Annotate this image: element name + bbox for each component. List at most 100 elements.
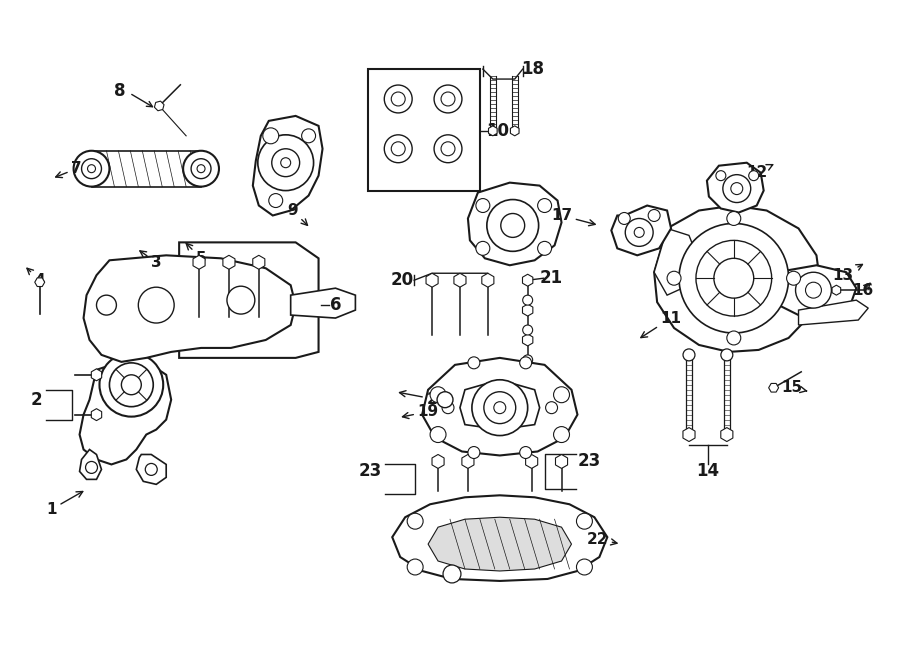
- Polygon shape: [523, 334, 533, 346]
- Circle shape: [472, 380, 527, 436]
- Text: 21: 21: [540, 269, 563, 288]
- Polygon shape: [392, 495, 608, 581]
- Polygon shape: [706, 163, 764, 212]
- Circle shape: [554, 387, 570, 403]
- Polygon shape: [291, 288, 356, 318]
- Text: 8: 8: [113, 82, 125, 100]
- Polygon shape: [136, 455, 166, 485]
- Circle shape: [441, 142, 455, 156]
- Circle shape: [679, 223, 788, 333]
- Circle shape: [787, 271, 800, 285]
- Text: 6: 6: [329, 296, 341, 314]
- Circle shape: [441, 92, 455, 106]
- Circle shape: [407, 559, 423, 575]
- Text: 17: 17: [551, 208, 595, 226]
- Circle shape: [476, 241, 490, 255]
- Polygon shape: [155, 101, 164, 111]
- Circle shape: [82, 159, 102, 178]
- Circle shape: [442, 402, 454, 414]
- Polygon shape: [482, 273, 494, 287]
- Polygon shape: [523, 274, 533, 286]
- Circle shape: [519, 357, 532, 369]
- Circle shape: [100, 353, 163, 416]
- Text: 13: 13: [832, 264, 862, 283]
- Circle shape: [110, 363, 153, 407]
- Circle shape: [468, 357, 480, 369]
- Circle shape: [545, 402, 557, 414]
- Circle shape: [667, 271, 681, 285]
- Polygon shape: [555, 455, 568, 469]
- Circle shape: [384, 85, 412, 113]
- Polygon shape: [432, 455, 444, 469]
- Circle shape: [749, 171, 759, 180]
- Circle shape: [618, 212, 630, 225]
- Circle shape: [806, 282, 822, 298]
- Circle shape: [197, 165, 205, 173]
- Circle shape: [269, 194, 283, 208]
- Polygon shape: [523, 304, 533, 316]
- Text: 16: 16: [852, 283, 874, 297]
- Polygon shape: [91, 408, 102, 420]
- Polygon shape: [654, 206, 821, 352]
- Polygon shape: [454, 273, 466, 287]
- Polygon shape: [611, 206, 671, 255]
- Polygon shape: [253, 116, 322, 215]
- Circle shape: [86, 461, 97, 473]
- Circle shape: [145, 463, 158, 475]
- Polygon shape: [683, 428, 695, 442]
- Polygon shape: [489, 126, 497, 136]
- Circle shape: [257, 135, 313, 190]
- Text: 4: 4: [27, 268, 45, 288]
- Polygon shape: [721, 428, 733, 442]
- Circle shape: [537, 241, 552, 255]
- Circle shape: [263, 128, 279, 144]
- Text: 21: 21: [400, 391, 447, 407]
- Text: 23: 23: [359, 463, 382, 481]
- Polygon shape: [422, 358, 578, 455]
- Circle shape: [723, 175, 751, 202]
- Circle shape: [714, 258, 753, 298]
- Polygon shape: [84, 255, 296, 362]
- Circle shape: [731, 182, 742, 194]
- Text: 19: 19: [402, 404, 438, 419]
- Text: 14: 14: [697, 463, 719, 481]
- Circle shape: [577, 513, 592, 529]
- Polygon shape: [769, 265, 856, 315]
- Circle shape: [626, 219, 653, 247]
- Circle shape: [476, 198, 490, 212]
- Text: 20: 20: [391, 271, 414, 290]
- Circle shape: [468, 447, 480, 459]
- Text: 15: 15: [781, 380, 806, 395]
- Circle shape: [683, 349, 695, 361]
- Text: 12: 12: [746, 165, 773, 180]
- Polygon shape: [91, 369, 102, 381]
- Polygon shape: [462, 455, 474, 469]
- Circle shape: [727, 212, 741, 225]
- Circle shape: [437, 392, 453, 408]
- Polygon shape: [92, 151, 201, 186]
- Circle shape: [537, 198, 552, 212]
- Polygon shape: [426, 273, 438, 287]
- Circle shape: [434, 135, 462, 163]
- Text: 10: 10: [486, 122, 509, 140]
- Circle shape: [430, 426, 446, 442]
- Polygon shape: [798, 300, 868, 325]
- Circle shape: [191, 159, 211, 178]
- Circle shape: [484, 392, 516, 424]
- Circle shape: [139, 287, 175, 323]
- Circle shape: [716, 171, 725, 180]
- Circle shape: [434, 85, 462, 113]
- Circle shape: [494, 402, 506, 414]
- Circle shape: [796, 272, 832, 308]
- Polygon shape: [460, 380, 540, 430]
- Circle shape: [634, 227, 644, 237]
- Circle shape: [96, 295, 116, 315]
- Circle shape: [392, 92, 405, 106]
- Polygon shape: [428, 517, 572, 571]
- Circle shape: [87, 165, 95, 173]
- Circle shape: [74, 151, 110, 186]
- Circle shape: [519, 447, 532, 459]
- Circle shape: [554, 426, 570, 442]
- Text: 5: 5: [186, 243, 206, 266]
- Polygon shape: [526, 455, 537, 469]
